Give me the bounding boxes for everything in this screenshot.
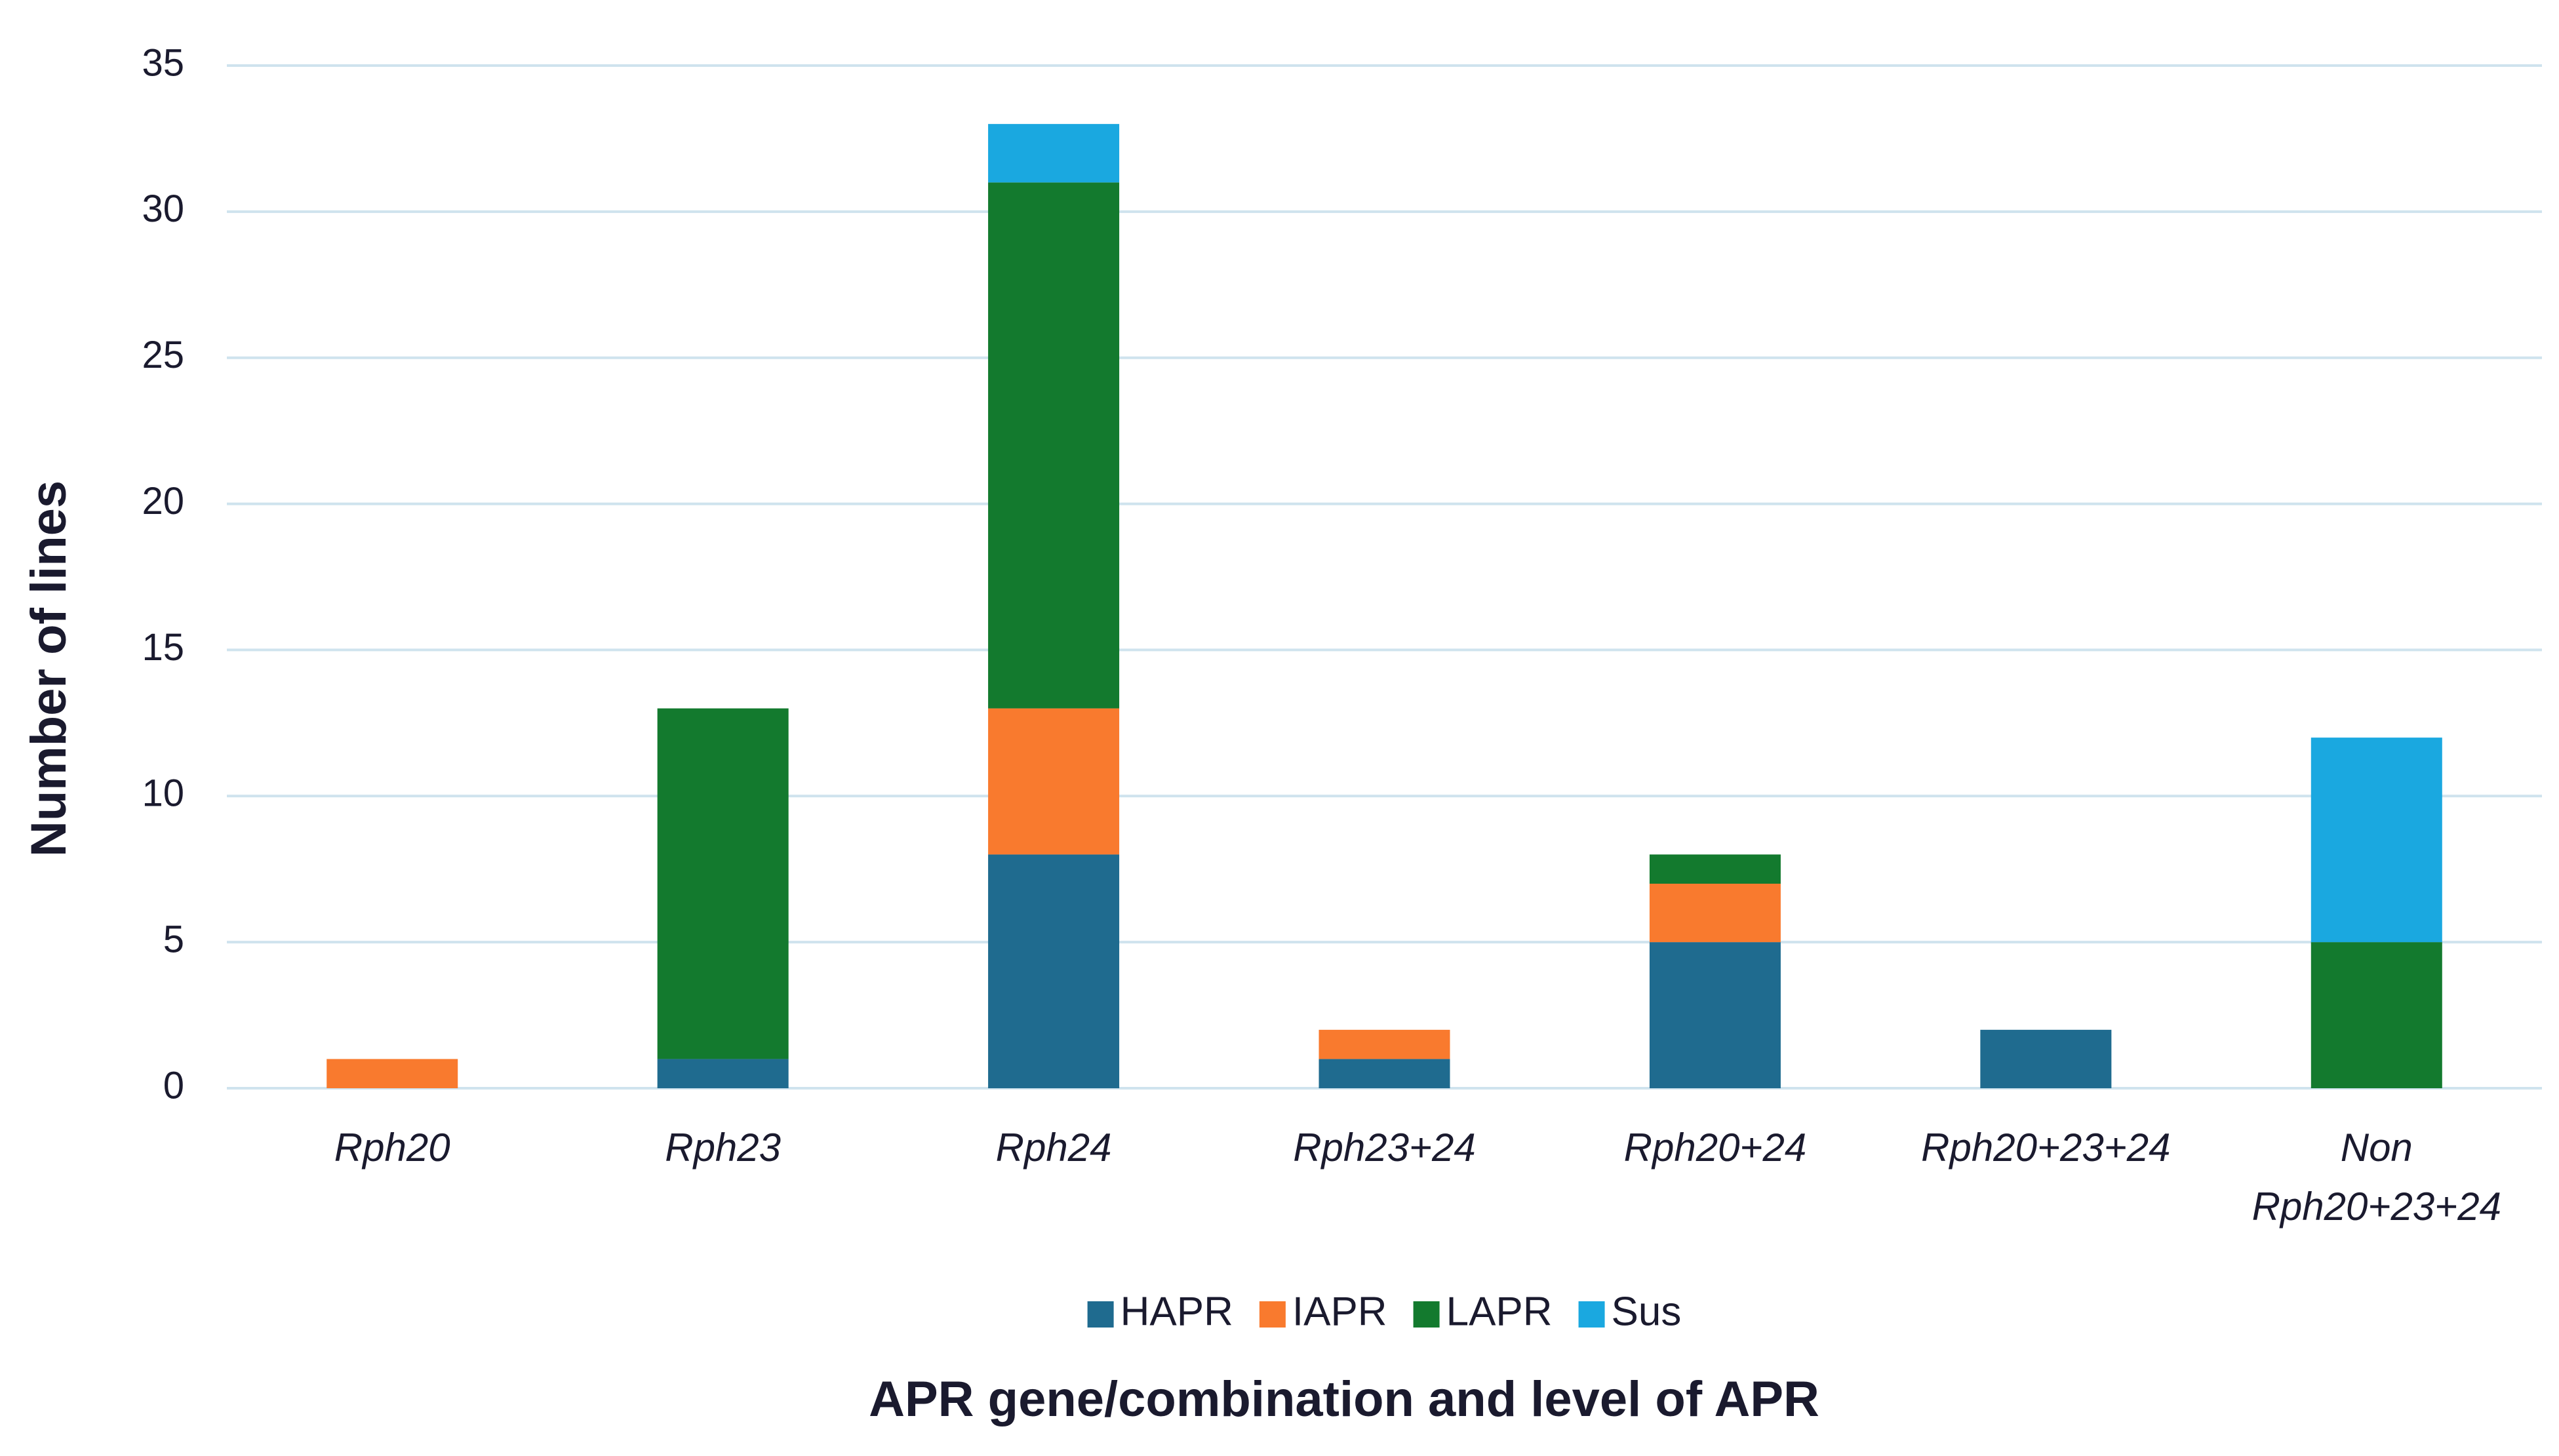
legend-swatch bbox=[1413, 1301, 1440, 1328]
y-tick-label: 35 bbox=[142, 41, 184, 84]
y-axis-title: Number of lines bbox=[21, 481, 77, 857]
y-tick-label: 25 bbox=[142, 334, 184, 376]
x-tick-label: Rph23+24 bbox=[1293, 1126, 1476, 1170]
y-tick-label: 15 bbox=[142, 626, 184, 669]
bar-segment bbox=[2311, 738, 2442, 943]
legend-label: LAPR bbox=[1446, 1289, 1553, 1334]
legend: HAPR IAPR LAPR Sus bbox=[1087, 1289, 1682, 1334]
y-tick-label: 20 bbox=[142, 480, 184, 522]
bar-segment bbox=[988, 854, 1120, 1088]
bar-segment bbox=[2311, 942, 2442, 1088]
y-tick-label: 5 bbox=[163, 918, 184, 960]
legend-swatch bbox=[1578, 1301, 1605, 1328]
x-tick-label: Rph23 bbox=[665, 1126, 781, 1170]
bar-segment bbox=[327, 1059, 458, 1088]
bar-segment bbox=[988, 124, 1120, 183]
bar-segment bbox=[1319, 1029, 1450, 1059]
x-tick-label: Rph20 bbox=[334, 1126, 450, 1170]
bar-segment bbox=[1649, 884, 1781, 943]
x-tick-label: Non Rph20+23+24 bbox=[2252, 1126, 2501, 1229]
x-tick-label: Rph20+24 bbox=[1624, 1126, 1807, 1170]
bar-segment bbox=[1980, 1029, 2112, 1088]
bar-segment bbox=[1649, 942, 1781, 1088]
bar-segment bbox=[1319, 1059, 1450, 1088]
legend-label: IAPR bbox=[1292, 1289, 1387, 1334]
y-tick-label: 0 bbox=[163, 1064, 184, 1107]
y-tick-label: 30 bbox=[142, 187, 184, 230]
x-axis-title: APR gene/combination and level of APR bbox=[869, 1371, 1819, 1427]
bar-segment bbox=[657, 708, 789, 1059]
x-tick-label: Rph20+23+24 bbox=[1921, 1126, 2170, 1170]
legend-label: HAPR bbox=[1121, 1289, 1233, 1334]
bar-segment bbox=[1649, 854, 1781, 884]
bar-segment bbox=[657, 1059, 789, 1088]
legend-swatch bbox=[1087, 1301, 1114, 1328]
legend-label: Sus bbox=[1612, 1289, 1682, 1334]
x-tick-label: Rph24 bbox=[996, 1126, 1112, 1170]
bar-segment bbox=[988, 182, 1120, 709]
y-tick-label: 10 bbox=[142, 772, 184, 815]
legend-swatch bbox=[1259, 1301, 1286, 1328]
bar-segment bbox=[988, 708, 1120, 855]
